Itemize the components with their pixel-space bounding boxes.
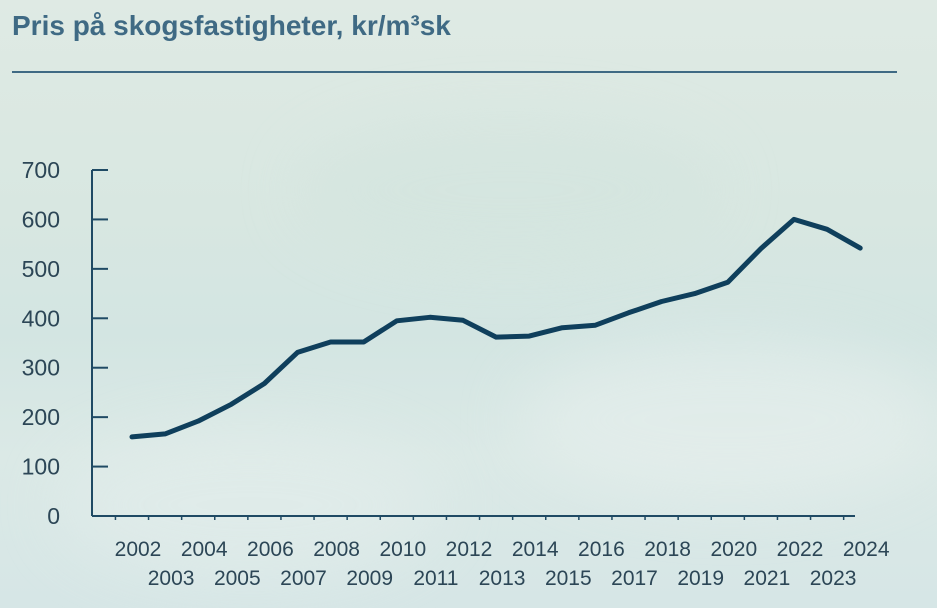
data-point [858,246,862,250]
x-tick-label: 2013 [479,567,526,590]
data-point [726,280,730,284]
x-tick-label: 2022 [777,538,824,561]
x-tick-label: 2002 [115,538,162,561]
x-tick-label: 2016 [578,538,625,561]
x-tick-label: 2007 [280,567,327,590]
x-tick-label: 2019 [677,567,724,590]
x-tick-label: 2014 [512,538,559,561]
data-point [163,432,167,436]
chart-title: Pris på skogsfastigheter, kr/m³sk [12,10,451,41]
data-point [229,402,233,406]
data-point [262,382,266,385]
x-axis: 2002 2004 2006 2008 2010 2012 2014 2016 2018 2020… [92,515,890,590]
data-point [196,419,200,423]
x-tick-label: 2005 [214,567,261,590]
x-tick-label: 2017 [611,567,658,590]
y-tick-label: 100 [22,454,60,480]
y-tick-label: 300 [22,355,60,381]
x-tick-label: 2004 [181,538,228,561]
title-divider [12,71,897,73]
data-point [296,350,299,354]
y-tick-label: 200 [22,404,60,430]
data-point [329,340,333,344]
x-tick-label: 2024 [843,538,890,561]
x-tick-label: 2011 [413,567,458,590]
x-tick-label: 2010 [379,538,426,561]
x-tick-label: 2006 [247,538,294,561]
x-tick-label: 2020 [710,538,757,561]
data-point [461,318,465,322]
x-tick-label: 2003 [148,567,195,590]
data-point [759,247,763,251]
data-point [825,227,829,231]
data-point [593,323,597,327]
data-point [627,311,630,315]
data-point [395,319,399,323]
data-point [693,292,697,296]
x-tick-label: 2008 [313,538,360,561]
y-tick-label: 600 [22,206,60,232]
x-tick-label: 2023 [810,567,857,590]
y-tick-label: 400 [22,305,60,331]
x-tick-label: 2018 [644,538,691,561]
y-tick-label: 700 [22,157,60,183]
data-point [660,300,664,303]
y-axis: 0 100 200 300 400 500 600 700 [22,157,108,529]
data-point [130,435,134,439]
series-group [129,216,863,440]
data-point [362,340,366,344]
x-tick-label: 2015 [545,567,592,590]
data-point [792,217,796,221]
data-point [428,315,432,319]
y-tick-label: 0 [47,503,60,529]
data-point [527,334,531,338]
y-tick-label: 500 [22,256,60,282]
data-point [560,326,564,330]
x-tick-label: 2012 [446,538,493,561]
x-tick-label: 2009 [346,567,393,590]
data-point [494,335,498,339]
series-line [129,216,863,440]
x-tick-label: 2021 [744,567,791,590]
